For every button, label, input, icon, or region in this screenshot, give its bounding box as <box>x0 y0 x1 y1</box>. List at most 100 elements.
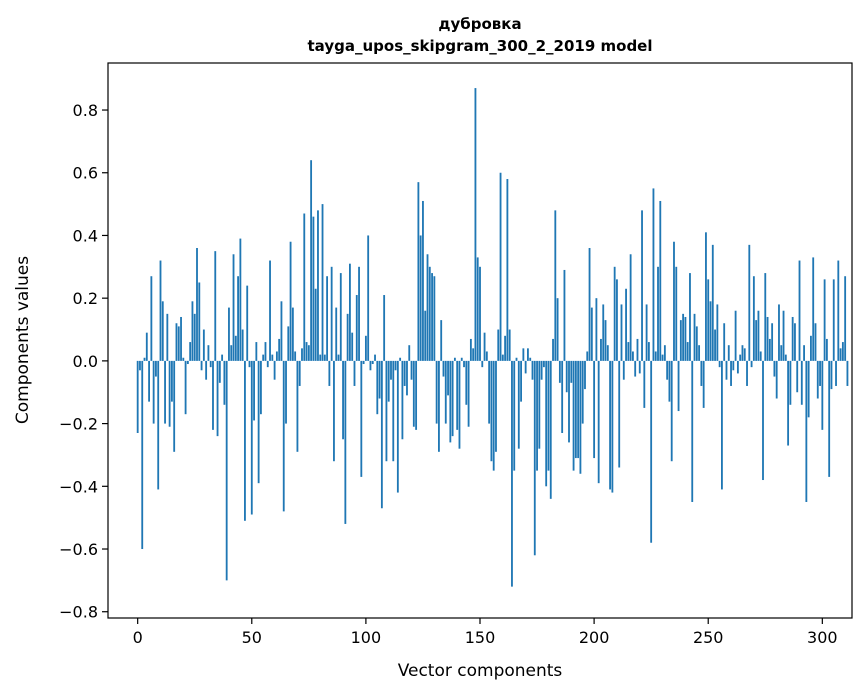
bar <box>218 360 221 383</box>
bar <box>374 354 376 361</box>
bar <box>485 351 488 361</box>
bar <box>139 360 141 371</box>
bar <box>727 345 730 361</box>
bar <box>312 216 315 361</box>
bar <box>807 360 810 418</box>
bar <box>273 360 276 380</box>
bar <box>762 360 764 481</box>
bar <box>632 351 634 361</box>
bar <box>663 345 666 361</box>
bar <box>641 210 643 361</box>
bar <box>552 338 554 361</box>
bar <box>362 360 365 365</box>
bar <box>417 182 420 361</box>
bar <box>458 360 461 449</box>
bar <box>798 260 801 361</box>
bar <box>428 266 431 361</box>
bar <box>392 360 395 462</box>
bar <box>800 360 803 405</box>
bar <box>627 342 630 361</box>
x-tick-label: 250 <box>693 628 724 647</box>
bar <box>750 360 753 368</box>
bar <box>581 360 584 424</box>
bar <box>330 266 333 361</box>
bar <box>291 307 294 361</box>
bar <box>782 310 785 361</box>
bar <box>677 360 680 412</box>
bar <box>250 360 253 515</box>
bar <box>337 354 340 361</box>
bar <box>349 263 351 361</box>
bar <box>444 360 447 424</box>
bar <box>686 342 689 361</box>
bar <box>410 360 413 380</box>
bar <box>237 276 239 361</box>
bar <box>310 160 313 361</box>
bar <box>282 360 285 512</box>
bar <box>483 332 486 361</box>
bar <box>264 342 267 361</box>
bar <box>161 301 164 361</box>
bar <box>422 200 424 361</box>
bar <box>230 345 233 361</box>
bar <box>305 342 308 361</box>
bar <box>764 273 767 361</box>
bar <box>584 360 586 390</box>
bar <box>684 316 687 361</box>
bar <box>497 329 500 361</box>
bar <box>150 276 153 361</box>
bar <box>453 357 456 361</box>
bar <box>419 235 422 361</box>
bar <box>433 276 436 361</box>
bar <box>579 360 582 474</box>
bar <box>257 360 260 484</box>
bar <box>828 360 831 477</box>
bar <box>844 276 847 361</box>
bar <box>207 345 210 361</box>
bar <box>317 210 319 361</box>
bar <box>476 257 479 361</box>
bar <box>168 360 171 427</box>
bar <box>746 360 748 386</box>
bar <box>613 266 616 361</box>
bar <box>335 307 338 361</box>
bar <box>358 266 360 361</box>
bar <box>711 244 714 361</box>
bar <box>328 360 331 386</box>
bar <box>456 360 459 430</box>
bar <box>145 332 148 361</box>
bar <box>424 310 427 361</box>
bar <box>390 360 392 380</box>
bar <box>223 360 226 405</box>
bar <box>588 248 591 361</box>
bar <box>182 357 185 361</box>
bar <box>832 279 835 361</box>
bar <box>520 360 522 402</box>
bar <box>262 354 265 361</box>
bar <box>508 329 511 361</box>
bar <box>440 320 443 361</box>
bar <box>301 348 303 361</box>
bar <box>248 360 251 368</box>
bar <box>216 360 219 437</box>
bar <box>209 360 212 368</box>
bar <box>837 260 840 361</box>
bar <box>593 360 596 459</box>
bar <box>364 335 367 361</box>
bar <box>157 360 160 490</box>
bar <box>705 232 707 361</box>
bar <box>426 254 429 361</box>
bar <box>189 342 192 361</box>
bar <box>394 360 397 371</box>
bar <box>841 342 844 361</box>
bar <box>136 360 139 433</box>
bar <box>159 260 162 361</box>
y-tick-label: −0.2 <box>59 415 98 434</box>
bar <box>647 342 650 361</box>
bar <box>773 360 776 377</box>
bar <box>709 301 712 361</box>
bar <box>693 313 696 361</box>
bar <box>164 360 166 424</box>
y-axis: −0.8 −0.6 −0.4 −0.2 0.0 0.2 0.4 0.6 0.8 <box>59 101 108 622</box>
